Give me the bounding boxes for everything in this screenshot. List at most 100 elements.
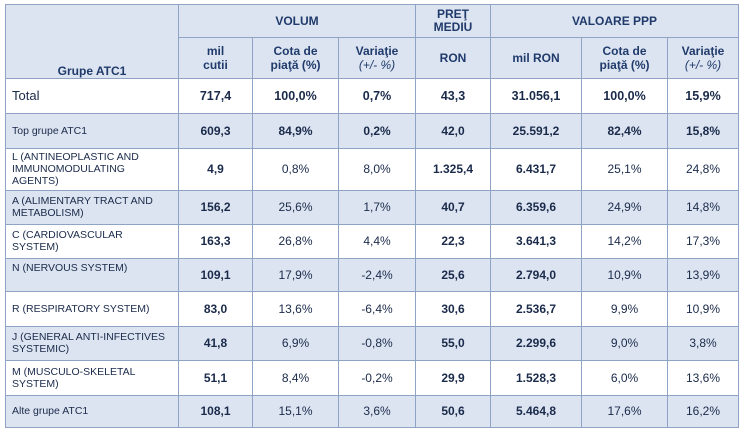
cota-valoare-cell: 9,9% (581, 291, 668, 327)
variatie-volum-line2: (+/- %) (358, 58, 396, 73)
cota-valoare-line2: piaţă (%) (599, 58, 650, 73)
cota-valoare-cell: 14,2% (581, 223, 668, 259)
volum-header: VOLUM (178, 3, 416, 39)
pret-cell: 50,6 (415, 394, 491, 429)
variatie-volum-cell: -0,2% (338, 360, 416, 396)
cota-volum-line2: piaţă (%) (270, 58, 321, 73)
row-label: L (ANTINEOPLASTIC AND IMMUNOMODULATING A… (5, 147, 179, 192)
mil-cutii-line1: mil (206, 44, 225, 59)
cota-valoare-cell: 100,0% (581, 77, 668, 115)
pret-cell: 1.325,4 (415, 147, 491, 192)
cota-volum-cell: 26,8% (252, 223, 339, 259)
table-row: M (MUSCULO-SKELETAL SYSTEM) 51,1 8,4% -0… (5, 360, 740, 396)
cota-valoare-cell: 10,9% (581, 257, 668, 293)
variatie-volum-cell: 0,2% (338, 113, 416, 149)
cota-volum-line1: Cota de (273, 44, 318, 59)
variatie-volum-cell: 0,7% (338, 77, 416, 115)
mil-ron-cell: 25.591,2 (490, 113, 582, 149)
cota-volum-cell: 17,9% (252, 257, 339, 293)
valoare-ppp-header: VALOARE PPP (489, 3, 740, 39)
table-row: Top grupe ATC1 609,3 84,9% 0,2% 42,0 25.… (5, 113, 740, 149)
pret-cell: 30,6 (415, 291, 491, 327)
pret-cell: 40,7 (415, 190, 491, 225)
mil-cutii-cell: 41,8 (178, 325, 253, 362)
variatie-valoare-cell: 14,8% (666, 190, 740, 225)
variatie-valoare-cell: 3,8% (666, 325, 740, 362)
cota-valoare-cell: 82,4% (581, 113, 668, 149)
variatie-valoare-line1: Variaţie (681, 44, 725, 59)
pret-header-line1: PREŢ (436, 7, 469, 22)
cota-volum-cell: 15,1% (252, 394, 339, 429)
mil-cutii-cell: 156,2 (178, 190, 253, 225)
mil-ron-cell: 1.528,3 (490, 360, 582, 396)
row-label: M (MUSCULO-SKELETAL SYSTEM) (5, 360, 179, 396)
row-label: Total (5, 77, 179, 115)
pret-cell: 22,3 (415, 223, 491, 259)
row-label: Alte grupe ATC1 (5, 394, 179, 429)
mil-cutii-cell: 51,1 (178, 360, 253, 396)
table-row: Total 717,4 100,0% 0,7% 43,3 31.056,1 10… (5, 77, 740, 115)
cota-valoare-line1: Cota de (602, 44, 647, 59)
cota-valoare-cell: 17,6% (581, 394, 668, 429)
variatie-valoare-header: Variaţie (+/- %) (666, 37, 740, 79)
table-row: A (ALIMENTARY TRACT AND METABOLISM) 156,… (5, 190, 740, 225)
variatie-volum-cell: 3,6% (338, 394, 416, 429)
pret-cell: 55,0 (415, 325, 491, 362)
variatie-valoare-cell: 16,2% (666, 394, 740, 429)
table-row: C (CARDIOVASCULAR SYSTEM) 163,3 26,8% 4,… (5, 223, 740, 259)
variatie-volum-header: Variaţie (+/- %) (338, 37, 416, 79)
cota-volum-cell: 100,0% (252, 77, 339, 115)
mil-ron-cell: 31.056,1 (490, 77, 582, 115)
variatie-volum-cell: 1,7% (338, 190, 416, 225)
variatie-volum-cell: -6,4% (338, 291, 416, 327)
row-label: C (CARDIOVASCULAR SYSTEM) (5, 223, 179, 259)
ron-header: RON (415, 37, 491, 79)
cota-volum-cell: 84,9% (252, 113, 339, 149)
variatie-valoare-cell: 13,9% (666, 257, 740, 293)
mil-ron-cell: 2.794,0 (490, 257, 582, 293)
variatie-volum-cell: -2,4% (338, 257, 416, 293)
group-column-header: Grupe ATC1 (5, 4, 179, 79)
mil-ron-cell: 6.431,7 (490, 147, 582, 192)
mil-cutii-header: mil cutii (178, 37, 253, 79)
cota-valoare-cell: 24,9% (581, 190, 668, 225)
row-label: R (RESPIRATORY SYSTEM) (5, 291, 179, 327)
cota-volum-cell: 8,4% (252, 360, 339, 396)
mil-ron-cell: 2.536,7 (490, 291, 582, 327)
row-label: Top grupe ATC1 (5, 113, 179, 149)
cota-valoare-cell: 25,1% (581, 147, 668, 192)
cota-valoare-cell: 6,0% (581, 360, 668, 396)
mil-ron-cell: 5.464,8 (490, 394, 582, 429)
variatie-valoare-line2: (+/- %) (684, 58, 722, 73)
pret-cell: 43,3 (415, 77, 491, 115)
table-row: J (GENERAL ANTI-INFECTIVES SYSTEMIC) 41,… (5, 325, 740, 362)
table-row: L (ANTINEOPLASTIC AND IMMUNOMODULATING A… (5, 147, 740, 192)
cota-volum-header: Cota de piaţă (%) (252, 37, 339, 79)
cota-volum-cell: 0,8% (252, 147, 339, 192)
variatie-volum-cell: -0,8% (338, 325, 416, 362)
cota-valoare-header: Cota de piaţă (%) (581, 37, 668, 79)
mil-cutii-cell: 609,3 (178, 113, 253, 149)
variatie-volum-cell: 4,4% (338, 223, 416, 259)
row-label: A (ALIMENTARY TRACT AND METABOLISM) (5, 190, 179, 225)
mil-cutii-cell: 83,0 (178, 291, 253, 327)
variatie-valoare-cell: 17,3% (666, 223, 740, 259)
pret-cell: 25,6 (415, 257, 491, 293)
pret-mediu-header: PREŢ MEDIU (415, 3, 491, 39)
variatie-valoare-cell: 13,6% (666, 360, 740, 396)
mil-cutii-cell: 108,1 (178, 394, 253, 429)
mil-cutii-cell: 4,9 (178, 147, 253, 192)
variatie-valoare-cell: 15,9% (666, 77, 740, 115)
cota-volum-cell: 13,6% (252, 291, 339, 327)
row-label: J (GENERAL ANTI-INFECTIVES SYSTEMIC) (5, 325, 179, 362)
cota-volum-cell: 6,9% (252, 325, 339, 362)
pret-cell: 29,9 (415, 360, 491, 396)
variatie-valoare-cell: 15,8% (666, 113, 740, 149)
mil-cutii-line2: cutii (203, 58, 228, 73)
atc-market-table: Grupe ATC1 VOLUM PREŢ MEDIU VALOARE PPP … (5, 3, 740, 429)
table-row: Alte grupe ATC1 108,1 15,1% 3,6% 50,6 5.… (5, 394, 740, 429)
cota-volum-cell: 25,6% (252, 190, 339, 225)
mil-ron-header: mil RON (490, 37, 582, 79)
variatie-volum-cell: 8,0% (338, 147, 416, 192)
mil-cutii-cell: 109,1 (178, 257, 253, 293)
